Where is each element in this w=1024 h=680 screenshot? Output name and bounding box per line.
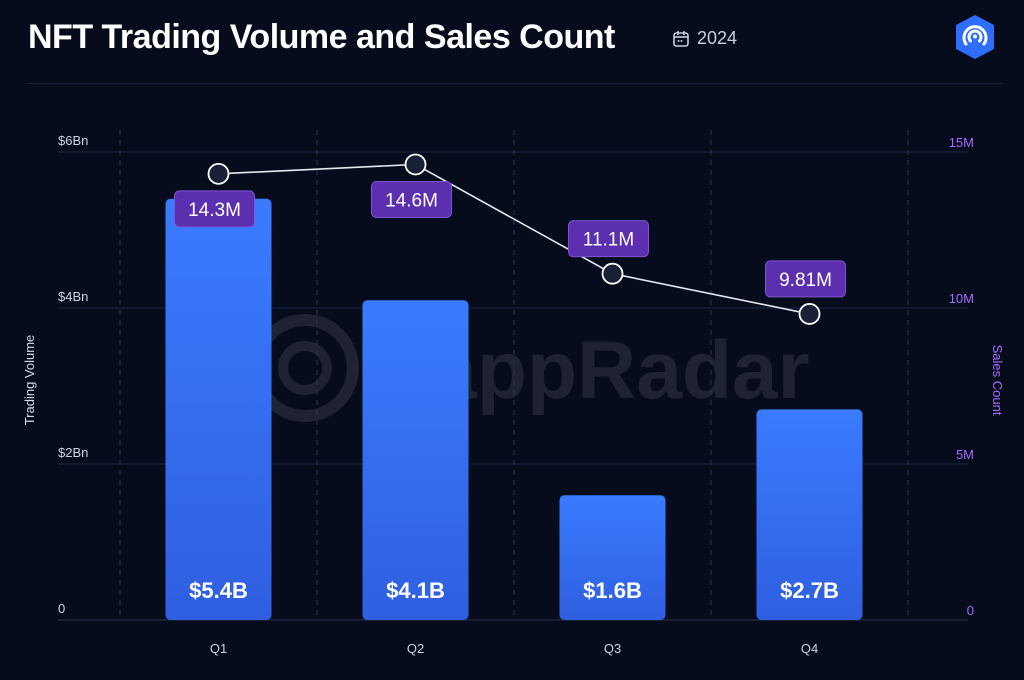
line-data-label-box bbox=[174, 190, 255, 228]
line-data-label: 9.81M bbox=[779, 270, 832, 291]
line-data-label: 11.1M bbox=[583, 230, 634, 251]
left-axis-tick-label: $4Bn bbox=[58, 289, 88, 304]
line-data-label-box bbox=[568, 220, 649, 258]
right-axis-tick-label: 10M bbox=[949, 291, 974, 306]
year-label: 2024 bbox=[697, 28, 738, 48]
header-divider bbox=[28, 83, 1002, 84]
bar bbox=[756, 409, 863, 620]
dappradar-logo-icon[interactable] bbox=[952, 14, 998, 60]
right-axis-tick-label: 0 bbox=[967, 603, 974, 618]
line-point bbox=[404, 153, 427, 176]
bar-data-label: $4.1B bbox=[386, 578, 445, 603]
bar-data-label: $5.4B bbox=[189, 578, 248, 603]
line-data-label-box bbox=[371, 180, 452, 218]
line-data-label: 14.3M bbox=[188, 200, 241, 221]
bar bbox=[165, 198, 272, 621]
right-axis-tick-label: 5M bbox=[956, 447, 974, 462]
watermark: DappRadar bbox=[251, 314, 809, 422]
bar bbox=[559, 495, 666, 620]
x-axis-tick-label: Q1 bbox=[210, 641, 227, 656]
bar bbox=[362, 300, 469, 620]
right-axis-title: Sales Count bbox=[990, 345, 1005, 416]
line-point bbox=[207, 162, 230, 185]
left-axis-tick-label: 0 bbox=[58, 601, 65, 616]
line-data-label-box bbox=[765, 260, 846, 298]
left-axis-title: Trading Volume bbox=[22, 335, 37, 426]
line-point bbox=[798, 303, 821, 325]
year-badge: 2024 bbox=[672, 28, 737, 49]
left-axis-tick-label: $6Bn bbox=[58, 133, 88, 148]
sales-count-line bbox=[218, 163, 810, 315]
x-axis-tick-label: Q3 bbox=[604, 641, 621, 656]
left-axis-tick-label: $2Bn bbox=[58, 445, 88, 460]
header: NFT Trading Volume and Sales Count 2024 bbox=[0, 0, 1024, 84]
line-data-label: 14.6M bbox=[385, 190, 438, 211]
chart-title: NFT Trading Volume and Sales Count bbox=[28, 18, 615, 56]
bar-data-label: $1.6B bbox=[583, 578, 642, 603]
calendar-icon bbox=[673, 30, 689, 47]
right-axis-tick-label: 15M bbox=[949, 135, 974, 150]
bar-data-label: $2.7B bbox=[780, 578, 839, 603]
x-axis-tick-label: Q2 bbox=[407, 641, 424, 656]
x-axis-tick-label: Q4 bbox=[801, 641, 818, 656]
line-point bbox=[601, 262, 624, 285]
